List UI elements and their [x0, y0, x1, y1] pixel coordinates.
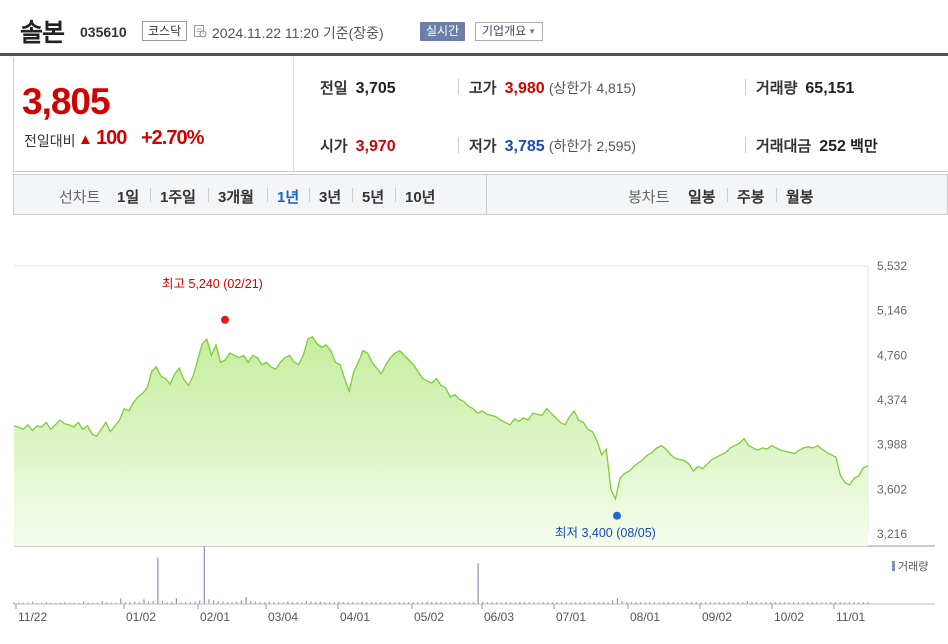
- volume-label: 거래량: [756, 80, 798, 97]
- caret-down-icon: ▼: [528, 27, 537, 36]
- low-annotation: 최저 3,400 (08/05): [555, 526, 656, 540]
- open-label: 시가: [320, 138, 348, 155]
- price-box: 3,805 전일대비 ▲ 100 +2.70%: [14, 57, 294, 171]
- market-badge: 코스닥: [142, 21, 188, 41]
- low-value: 3,785: [504, 138, 545, 155]
- volume-value: 65,151: [805, 80, 855, 97]
- period-3m[interactable]: 3개월: [218, 189, 254, 206]
- divider: [352, 188, 353, 202]
- candle-chart-label: 봉차트: [628, 189, 670, 206]
- high-price: 고가 3,980 (상한가 4,815): [469, 77, 636, 98]
- up-triangle-icon: ▲: [78, 131, 93, 148]
- realtime-button[interactable]: 실시간: [420, 22, 466, 41]
- y-tick-label: 3,602: [877, 482, 907, 496]
- change-percent: +2.70%: [141, 127, 204, 149]
- volume: 거래량 65,151: [756, 77, 854, 98]
- x-tick-label: 11/01: [836, 610, 865, 624]
- price-chart-svg: 5,532 5,146 4,760 4,374 3,988 3,602 3,216 11/2…: [13, 259, 935, 624]
- divider: [208, 188, 209, 202]
- y-tick-label: 3,216: [877, 527, 907, 541]
- lower-limit-value: 2,595): [596, 138, 637, 154]
- y-tick-label: 5,532: [877, 259, 907, 273]
- stock-header: 솔본 035610 코스닥 2024.11.22 11:20 기준(장중) 실시…: [0, 0, 948, 56]
- low-marker: [613, 511, 621, 520]
- period-3y[interactable]: 3년: [319, 189, 342, 206]
- lower-limit-label: (하한가: [548, 138, 593, 154]
- prev-close: 전일 3,705: [320, 77, 396, 98]
- x-tick-label: 06/03: [484, 610, 514, 624]
- x-tick-label: 03/04: [268, 610, 298, 624]
- low-label: 저가: [469, 138, 497, 155]
- high-value: 3,980: [504, 80, 545, 97]
- divider: [486, 175, 487, 214]
- quote-panel: 3,805 전일대비 ▲ 100 +2.70% 전일 3,705 시가 3,970 …: [13, 57, 948, 172]
- x-tick-label: 05/02: [414, 610, 444, 624]
- period-1w[interactable]: 1주일: [160, 189, 196, 206]
- x-tick-label: 10/02: [774, 610, 804, 624]
- divider: [745, 137, 746, 153]
- period-1d[interactable]: 1일: [117, 189, 140, 206]
- divider: [458, 137, 459, 153]
- x-tick-label: 07/01: [556, 610, 586, 624]
- divider: [727, 188, 728, 202]
- quote-datetime: 2024.11.22 11:20 기준(장중): [212, 23, 384, 43]
- volume-legend-label: 거래량: [898, 561, 929, 573]
- price-line: [13, 335, 869, 501]
- x-tick-label: 11/22: [18, 610, 47, 624]
- period-10y[interactable]: 10년: [405, 189, 436, 206]
- stock-name: 솔본: [20, 19, 65, 47]
- upper-limit-label: (상한가: [548, 80, 593, 96]
- price-chart: 5,532 5,146 4,760 4,374 3,988 3,602 3,216 11/2…: [0, 240, 948, 644]
- line-chart-label: 선차트: [59, 189, 101, 206]
- divider: [267, 188, 268, 202]
- stock-code: 035610: [80, 24, 127, 40]
- amount-unit: 백만: [850, 138, 878, 155]
- x-tick-label: 04/01: [340, 610, 370, 624]
- candle-monthly[interactable]: 월봉: [786, 189, 814, 206]
- change-label: 전일대비: [24, 133, 76, 149]
- high-marker: [221, 315, 229, 324]
- y-tick-label: 3,988: [877, 438, 907, 452]
- amount-label: 거래대금: [756, 138, 812, 155]
- change-value: 100: [96, 127, 127, 149]
- high-label: 고가: [469, 80, 497, 97]
- period-1y[interactable]: 1년: [277, 189, 300, 206]
- company-overview-button[interactable]: 기업개요 ▼: [475, 22, 544, 41]
- divider: [745, 79, 746, 95]
- volume-legend-swatch: [892, 561, 895, 571]
- divider: [309, 188, 310, 202]
- low-price: 저가 3,785 (하한가 2,595): [469, 135, 636, 156]
- period-5y[interactable]: 5년: [362, 189, 385, 206]
- x-tick-label: 09/02: [702, 610, 732, 624]
- current-price: 3,805: [22, 81, 111, 122]
- datetime-basis: 기준(장중): [322, 25, 384, 41]
- datetime-value: 2024.11.22 11:20: [212, 25, 319, 41]
- price-area: [14, 336, 868, 546]
- trade-amount: 거래대금 252 백만: [756, 135, 878, 156]
- divider: [458, 79, 459, 95]
- x-tick-label: 08/01: [630, 610, 660, 624]
- open-value: 3,970: [355, 138, 396, 155]
- candle-daily[interactable]: 일봉: [688, 189, 716, 206]
- divider: [776, 188, 777, 202]
- x-tick-label: 01/02: [126, 610, 156, 624]
- company-overview-label: 기업개요: [482, 24, 527, 38]
- prev-close-value: 3,705: [355, 80, 396, 97]
- upper-limit-value: 4,815): [596, 80, 637, 96]
- volume-legend: 거래량: [892, 558, 928, 574]
- y-tick-label: 4,374: [877, 393, 907, 407]
- document-icon: [194, 25, 207, 38]
- open-price: 시가 3,970: [320, 135, 396, 156]
- divider: [395, 188, 396, 202]
- divider: [150, 188, 151, 202]
- chart-period-bar: 선차트 1일 1주일 3개월 1년 3년 5년 10년 봉차트 일봉 주봉 월봉: [13, 174, 948, 215]
- high-annotation: 최고 5,240 (02/21): [162, 277, 263, 291]
- x-tick-label: 02/01: [200, 610, 230, 624]
- candle-weekly[interactable]: 주봉: [737, 189, 765, 206]
- y-tick-label: 4,760: [877, 348, 907, 362]
- amount-value: 252: [819, 138, 846, 155]
- y-tick-label: 5,146: [877, 304, 907, 318]
- prev-close-label: 전일: [320, 80, 348, 97]
